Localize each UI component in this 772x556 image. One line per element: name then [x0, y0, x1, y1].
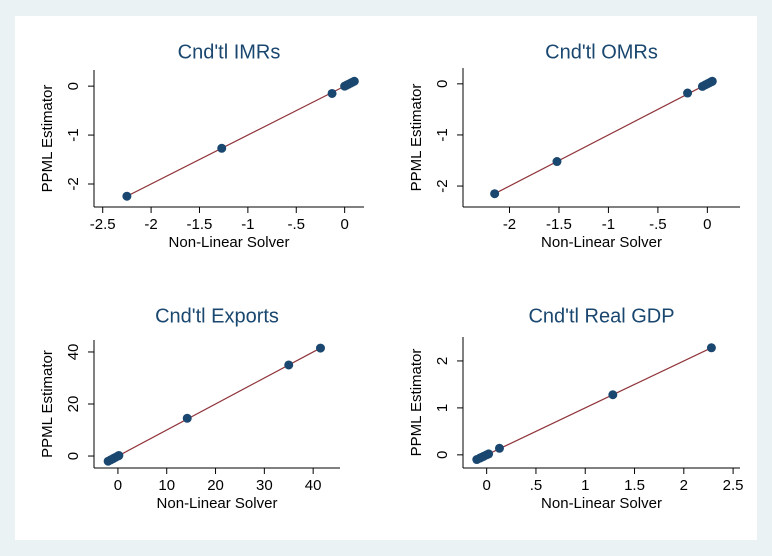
x-tick-label: -1	[602, 216, 615, 233]
point	[349, 76, 359, 86]
subplot-title: Cnd'tl OMRs	[545, 41, 658, 63]
x-tick-label: 0	[340, 216, 348, 233]
x-axis-title: Non-Linear Solver	[157, 495, 278, 512]
point	[706, 343, 716, 353]
y-axis-title: PPML Estimator	[39, 85, 56, 193]
x-tick-label: -2	[503, 216, 516, 233]
y-tick-label: 0	[65, 452, 82, 460]
x-tick-label: 0	[114, 477, 122, 494]
x-axis-title: Non-Linear Solver	[541, 495, 662, 512]
y-tick-label: -1	[65, 128, 82, 141]
y-axis-title: PPML Estimator	[408, 349, 425, 457]
plot-background	[15, 16, 757, 540]
x-tick-label: -2.5	[90, 216, 116, 233]
x-tick-label: -1	[241, 216, 254, 233]
x-tick-label: 1.5	[624, 477, 645, 494]
x-tick-label: -1.5	[546, 216, 572, 233]
x-tick-label: 1	[581, 477, 589, 494]
y-tick-label: -1	[434, 128, 451, 141]
point	[327, 88, 337, 98]
y-tick-label: -2	[434, 179, 451, 192]
y-tick-label: 2	[434, 357, 451, 365]
x-tick-label: 0	[703, 216, 711, 233]
subplot-title: Cnd'tl Exports	[155, 305, 279, 327]
x-tick-label: 0	[482, 477, 490, 494]
point	[683, 88, 693, 98]
y-tick-label: 20	[65, 396, 82, 413]
point	[315, 343, 325, 353]
x-tick-label: 2	[680, 477, 688, 494]
y-axis-title: PPML Estimator	[39, 350, 56, 458]
x-axis-title: Non-Linear Solver	[541, 234, 662, 251]
x-tick-label: -.5	[288, 216, 306, 233]
y-tick-label: 40	[65, 344, 82, 361]
point	[114, 451, 124, 461]
fit-line	[476, 347, 712, 461]
x-tick-label: 2.5	[723, 477, 744, 494]
x-tick-label: .5	[530, 477, 543, 494]
point	[182, 413, 192, 423]
x-tick-label: -2	[144, 216, 157, 233]
point	[484, 449, 494, 459]
x-tick-label: 10	[158, 477, 175, 494]
y-tick-label: -2	[65, 177, 82, 190]
y-axis-title: PPML Estimator	[408, 84, 425, 192]
x-tick-label: 40	[305, 477, 322, 494]
x-tick-label: 30	[256, 477, 273, 494]
fit-line	[494, 80, 713, 195]
subplot-title: Cnd'tl Real GDP	[528, 305, 674, 327]
point	[217, 143, 227, 153]
y-tick-label: 1	[434, 404, 451, 412]
x-axis-title: Non-Linear Solver	[169, 234, 290, 251]
x-tick-label: -1.5	[187, 216, 213, 233]
point	[707, 76, 717, 86]
point	[552, 157, 562, 167]
y-tick-label: 0	[434, 451, 451, 459]
y-tick-label: 0	[434, 80, 451, 88]
point	[284, 360, 294, 370]
point	[122, 191, 132, 201]
point	[608, 390, 618, 400]
point	[490, 189, 500, 199]
subplot-title: Cnd'tl IMRs	[178, 41, 281, 63]
y-tick-label: 0	[65, 82, 82, 90]
x-tick-label: 20	[207, 477, 224, 494]
x-tick-label: -.5	[649, 216, 667, 233]
point	[494, 443, 504, 453]
fit-line	[126, 80, 355, 197]
